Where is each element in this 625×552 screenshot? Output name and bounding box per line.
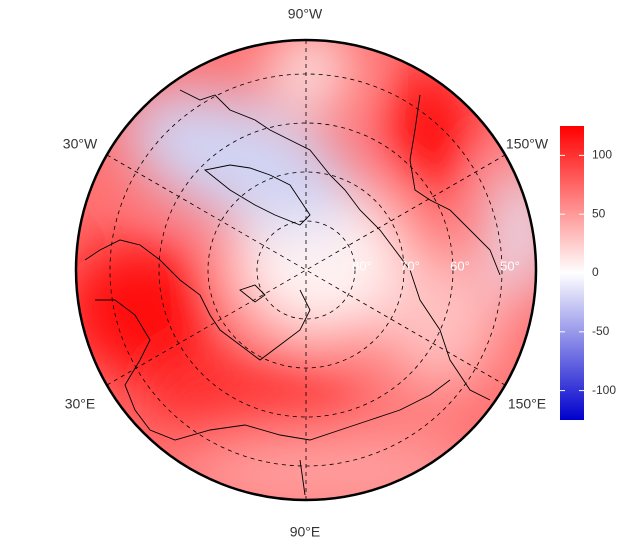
- map-border: [74, 38, 538, 502]
- latitude-label: 50°: [500, 258, 520, 273]
- field-shading: [76, 40, 536, 500]
- longitude-label: 30°E: [65, 396, 96, 412]
- colorbar-tick-label: 0: [592, 265, 599, 279]
- longitude-label: 150°W: [506, 136, 549, 152]
- colorbar-tick-label: -50: [592, 324, 610, 338]
- latitude-label: 70°: [400, 258, 420, 273]
- coastlines: [84, 89, 501, 496]
- longitude-label: 30°W: [63, 136, 98, 152]
- colorbar-tick-label: 50: [592, 206, 606, 220]
- longitude-label: 150°E: [508, 396, 546, 412]
- longitude-label: 90°W: [288, 6, 323, 22]
- longitude-label: 90°E: [290, 524, 321, 540]
- colorbar: 100 50 0 -50 -100: [560, 126, 616, 420]
- field: [76, 40, 536, 500]
- colorbar-tick-label: -100: [592, 383, 616, 397]
- latitude-label: 80°: [352, 258, 372, 273]
- latitude-label: 60°: [450, 258, 470, 273]
- graticule: [106, 40, 506, 500]
- colorbar-tick-label: 100: [592, 148, 612, 162]
